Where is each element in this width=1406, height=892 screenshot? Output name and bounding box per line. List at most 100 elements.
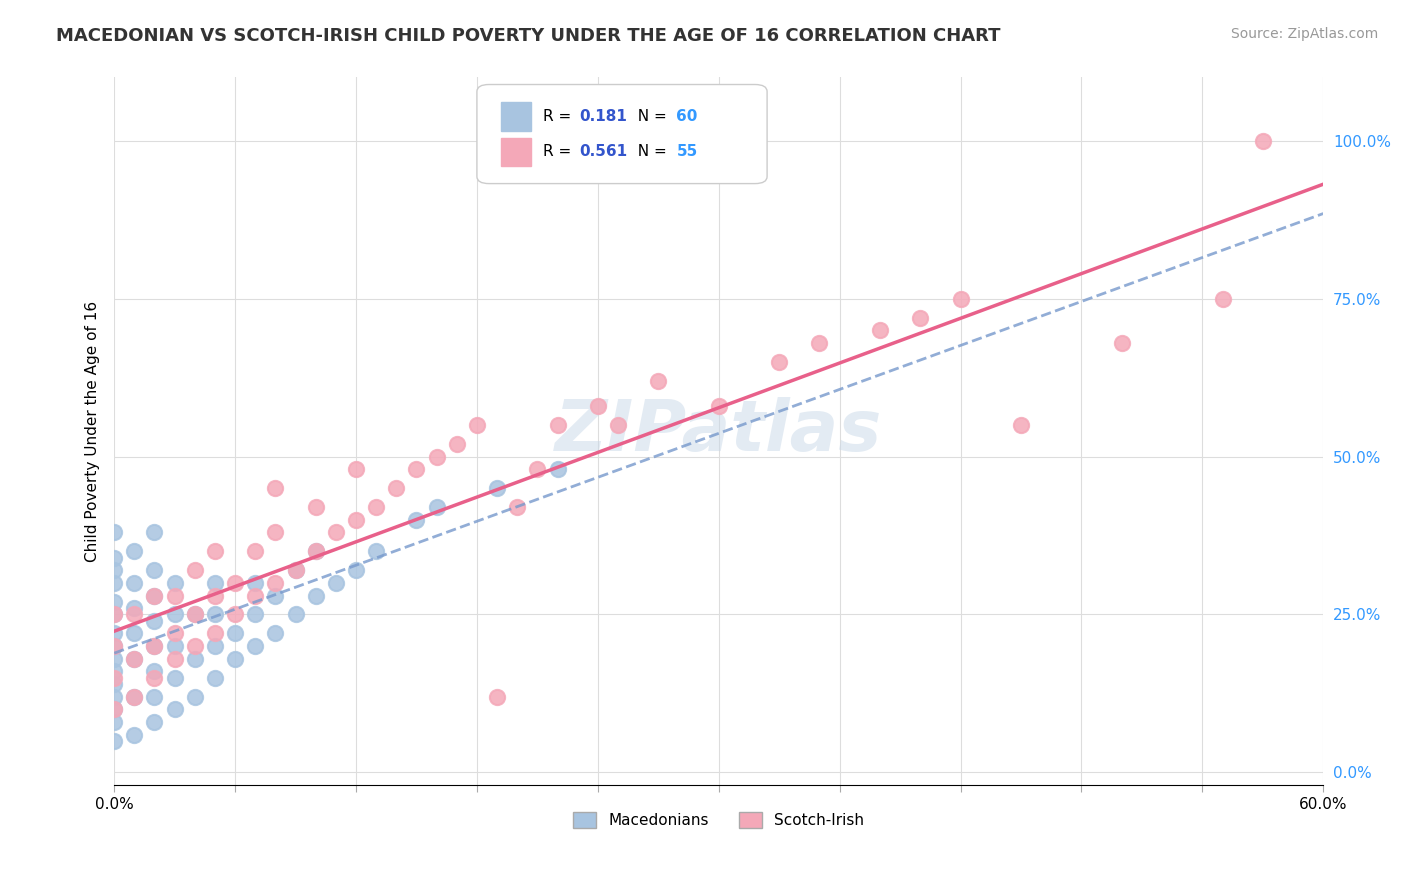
Point <box>143 639 166 653</box>
Point <box>305 544 328 558</box>
Point <box>103 734 125 748</box>
Point <box>204 626 226 640</box>
Point <box>163 575 186 590</box>
Point <box>184 607 207 622</box>
FancyBboxPatch shape <box>477 85 768 184</box>
Point <box>264 589 287 603</box>
Point <box>446 437 468 451</box>
Point <box>224 626 246 640</box>
Point <box>245 639 267 653</box>
Point <box>264 626 287 640</box>
Point <box>426 450 449 464</box>
Point <box>707 399 730 413</box>
Point <box>910 310 932 325</box>
Point <box>284 563 307 577</box>
Point <box>163 639 186 653</box>
Text: 0.181: 0.181 <box>579 109 627 124</box>
Text: R =: R = <box>543 145 576 160</box>
Point <box>163 671 186 685</box>
Point <box>264 481 287 495</box>
Point <box>305 500 328 514</box>
Text: N =: N = <box>628 145 672 160</box>
Point <box>103 550 125 565</box>
Point <box>184 563 207 577</box>
Point <box>245 544 267 558</box>
Point <box>103 702 125 716</box>
Point <box>547 462 569 476</box>
Point <box>486 690 509 704</box>
Text: 60: 60 <box>676 109 697 124</box>
Text: ZIPatlas: ZIPatlas <box>555 397 883 466</box>
Text: MACEDONIAN VS SCOTCH-IRISH CHILD POVERTY UNDER THE AGE OF 16 CORRELATION CHART: MACEDONIAN VS SCOTCH-IRISH CHILD POVERTY… <box>56 27 1001 45</box>
Point <box>465 417 488 432</box>
Point <box>124 601 146 615</box>
Point <box>366 500 388 514</box>
Point <box>143 665 166 679</box>
Point <box>344 563 367 577</box>
Point <box>163 702 186 716</box>
Point <box>526 462 548 476</box>
Point <box>204 639 226 653</box>
Point <box>124 626 146 640</box>
Point <box>1212 292 1234 306</box>
Point <box>607 417 630 432</box>
Point <box>103 702 125 716</box>
Point <box>245 575 267 590</box>
Point <box>103 575 125 590</box>
Point <box>1251 134 1274 148</box>
Point <box>264 575 287 590</box>
Point <box>103 651 125 665</box>
Point <box>305 589 328 603</box>
Point <box>325 525 347 540</box>
Point <box>344 462 367 476</box>
Point <box>163 589 186 603</box>
Point <box>184 690 207 704</box>
Point <box>103 626 125 640</box>
Point <box>124 727 146 741</box>
Point <box>547 417 569 432</box>
Point <box>103 563 125 577</box>
Point <box>1010 417 1032 432</box>
Point <box>103 671 125 685</box>
Point <box>184 651 207 665</box>
Point <box>264 525 287 540</box>
Point <box>204 575 226 590</box>
Point <box>224 575 246 590</box>
Legend: Macedonians, Scotch-Irish: Macedonians, Scotch-Irish <box>567 805 870 834</box>
Point <box>103 595 125 609</box>
Point <box>124 544 146 558</box>
Point <box>103 690 125 704</box>
Point <box>245 589 267 603</box>
Point <box>284 563 307 577</box>
Point <box>143 614 166 628</box>
Point <box>124 651 146 665</box>
Text: Source: ZipAtlas.com: Source: ZipAtlas.com <box>1230 27 1378 41</box>
FancyBboxPatch shape <box>501 103 531 130</box>
Point <box>143 563 166 577</box>
Point <box>385 481 408 495</box>
Point <box>163 626 186 640</box>
Point <box>647 374 669 388</box>
Point <box>143 690 166 704</box>
Point <box>143 671 166 685</box>
Text: R =: R = <box>543 109 576 124</box>
Point <box>325 575 347 590</box>
Point <box>184 607 207 622</box>
Point <box>163 607 186 622</box>
Text: 55: 55 <box>676 145 697 160</box>
Point <box>184 639 207 653</box>
Point <box>405 462 427 476</box>
Point <box>869 323 891 337</box>
Point <box>344 513 367 527</box>
Point <box>506 500 529 514</box>
Point <box>103 714 125 729</box>
Point <box>103 677 125 691</box>
Point <box>103 607 125 622</box>
Point <box>204 671 226 685</box>
Point <box>143 589 166 603</box>
Point <box>1111 335 1133 350</box>
Point <box>366 544 388 558</box>
Point <box>124 690 146 704</box>
Point <box>204 607 226 622</box>
Point <box>103 665 125 679</box>
